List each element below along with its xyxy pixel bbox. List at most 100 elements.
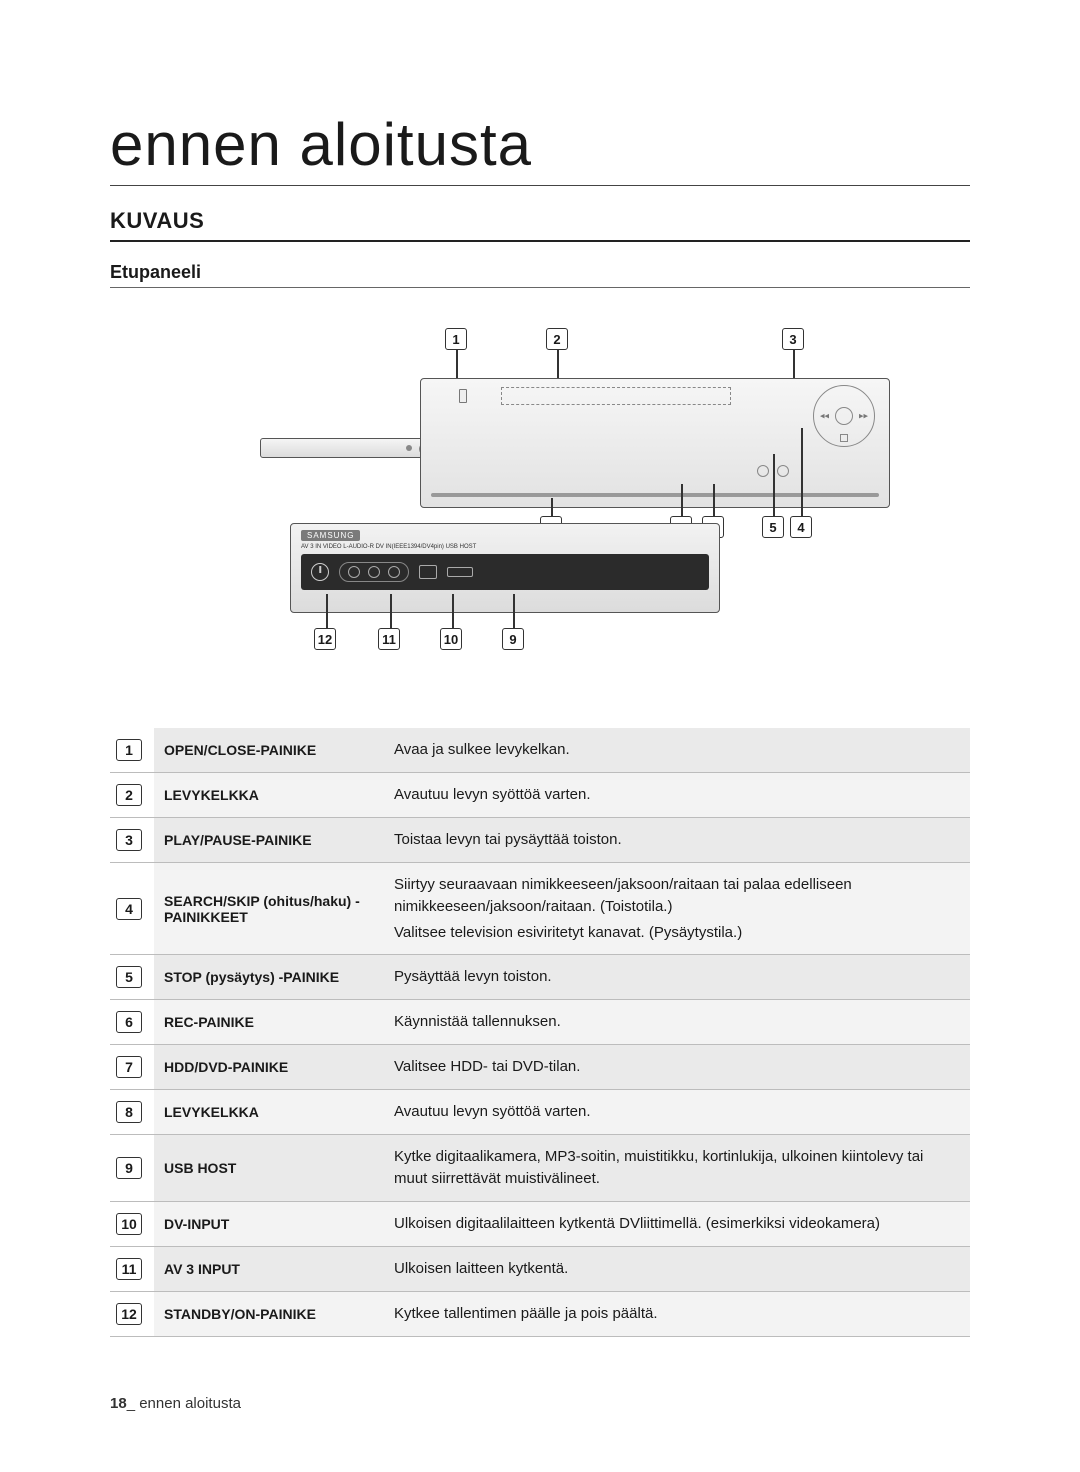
num-box: 11 (116, 1258, 142, 1280)
num-box: 12 (116, 1303, 142, 1325)
table-row: 10 DV-INPUTUlkoisen digitaalilaitteen kyt… (110, 1201, 970, 1246)
section-rule (110, 240, 970, 242)
small-button-icon (757, 465, 769, 477)
usb-port-icon (447, 567, 473, 577)
audio-r-jack-icon (388, 566, 400, 578)
row-desc-cell: Avautuu levyn syöttöä varten. (384, 1090, 970, 1135)
row-desc-cell: Kytkee tallentimen päälle ja pois päältä… (384, 1291, 970, 1336)
table-row: 6 REC-PAINIKEKäynnistää tallennuksen. (110, 1000, 970, 1045)
row-name-cell: PLAY/PAUSE-PAINIKE (154, 818, 384, 863)
row-desc-cell: Avaa ja sulkee levykelkan. (384, 728, 970, 773)
row-name-cell: DV-INPUT (154, 1201, 384, 1246)
num-box: 9 (116, 1157, 142, 1179)
section-title: KUVAUS (110, 208, 970, 234)
table-row: 5 STOP (pysäytys) -PAINIKEPysäyttää levyn… (110, 955, 970, 1000)
row-desc-cell: Avautuu levyn syöttöä varten. (384, 773, 970, 818)
page-title: ennen aloitusta (110, 110, 970, 186)
callout-line (801, 428, 803, 516)
table-row: 11AV 3 INPUTUlkoisen laitteen kytkentä. (110, 1246, 970, 1291)
power-icon (311, 563, 329, 581)
display-icon (501, 387, 731, 405)
video-jack-icon (348, 566, 360, 578)
callout-3: 3 (782, 328, 804, 350)
num-box: 8 (116, 1101, 142, 1123)
callout-line (326, 594, 328, 628)
skip-back-icon: ◂◂ (820, 411, 829, 422)
num-box: 10 (116, 1213, 142, 1235)
table-row: 7HDD/DVD-PAINIKEValitsee HDD- tai DVD-ti… (110, 1045, 970, 1090)
num-box: 6 (116, 1011, 142, 1033)
row-number-cell: 2 (110, 773, 154, 818)
stop-icon (840, 434, 848, 442)
num-box: 1 (116, 739, 142, 761)
callout-line (390, 594, 392, 628)
callout-line (551, 498, 553, 516)
audio-l-jack-icon (368, 566, 380, 578)
callout-line (713, 484, 715, 516)
row-desc-cell: Valitsee HDD- tai DVD-tilan. (384, 1045, 970, 1090)
num-box: 5 (116, 966, 142, 988)
row-desc-cell: Siirtyy seuraavaan nimikkeeseen/jaksoon/… (384, 863, 970, 955)
callout-4: 4 (790, 516, 812, 538)
row-name-cell: STANDBY/ON-PAINIKE (154, 1291, 384, 1336)
callout-10: 10 (440, 628, 462, 650)
row-name-cell: LEVYKELKKA (154, 773, 384, 818)
transport-wheel-icon: ◂◂ ▸▸ (813, 385, 875, 447)
table-row: 2 LEVYKELKKAAvautuu levyn syöttöä varten. (110, 773, 970, 818)
num-box: 2 (116, 784, 142, 806)
row-number-cell: 6 (110, 1000, 154, 1045)
skip-fwd-icon: ▸▸ (859, 411, 868, 422)
row-number-cell: 11 (110, 1246, 154, 1291)
brand-label: SAMSUNG (301, 530, 360, 541)
row-number-cell: 12 (110, 1291, 154, 1336)
manual-page: ennen aloitusta KUVAUS Etupaneeli 1 2 3 … (0, 0, 1080, 1472)
row-number-cell: 7 (110, 1045, 154, 1090)
disc-slot-icon (431, 493, 879, 497)
table-row: 1 OPEN/CLOSE-PAINIKEAvaa ja sulkee levyke… (110, 728, 970, 773)
row-number-cell: 4 (110, 863, 154, 955)
table-row: 4SEARCH/SKIP (ohitus/haku) -PAINIKKEETSi… (110, 863, 970, 955)
tray-icon (459, 389, 467, 403)
row-number-cell: 10 (110, 1201, 154, 1246)
table-row: 8 LEVYKELKKAAvautuu levyn syöttöä varten. (110, 1090, 970, 1135)
num-box: 7 (116, 1056, 142, 1078)
callout-1: 1 (445, 328, 467, 350)
callout-line (513, 594, 515, 628)
footer-label: ennen aloitusta (139, 1395, 241, 1412)
row-number-cell: 9 (110, 1135, 154, 1202)
row-number-cell: 3 (110, 818, 154, 863)
table-row: 9USB HOSTKytke digitaalikamera, MP3-soit… (110, 1135, 970, 1202)
page-number: 18 (110, 1395, 127, 1412)
num-box: 3 (116, 829, 142, 851)
callout-5: 5 (762, 516, 784, 538)
row-desc-cell: Ulkoisen laitteen kytkentä. (384, 1246, 970, 1291)
callout-12: 12 (314, 628, 336, 650)
front-panel-diagram: 1 2 3 ◂◂ ▸▸ 8 7 6 5 (190, 328, 890, 688)
row-desc-cell: Kytke digitaalikamera, MP3-soitin, muist… (384, 1135, 970, 1202)
front-panel-table: 1 OPEN/CLOSE-PAINIKEAvaa ja sulkee levyke… (110, 728, 970, 1337)
row-desc-cell: Käynnistää tallennuksen. (384, 1000, 970, 1045)
table-row: 3 PLAY/PAUSE-PAINIKEToistaa levyn tai pys… (110, 818, 970, 863)
row-desc-cell: Pysäyttää levyn toiston. (384, 955, 970, 1000)
row-name-cell: OPEN/CLOSE-PAINIKE (154, 728, 384, 773)
av3-jacks (339, 562, 409, 582)
row-number-cell: 8 (110, 1090, 154, 1135)
num-box: 4 (116, 898, 142, 920)
dv-port-icon (419, 565, 437, 579)
callout-line (681, 484, 683, 516)
row-desc-cell: Ulkoisen digitaalilaitteen kytkentä DVli… (384, 1201, 970, 1246)
subsection-title: Etupaneeli (110, 262, 970, 283)
page-footer: 18_ ennen aloitusta (110, 1395, 241, 1412)
callout-line (773, 454, 775, 516)
row-name-cell: REC-PAINIKE (154, 1000, 384, 1045)
row-name-cell: LEVYKELKKA (154, 1090, 384, 1135)
play-pause-icon (835, 407, 853, 425)
small-button-icon (777, 465, 789, 477)
av-strip (301, 554, 709, 590)
row-desc-sub: Valitsee television esiviritetyt kanavat… (394, 922, 960, 944)
callout-2: 2 (546, 328, 568, 350)
row-name-cell: STOP (pysäytys) -PAINIKE (154, 955, 384, 1000)
row-desc-cell: Toistaa levyn tai pysäyttää toiston. (384, 818, 970, 863)
subsection-rule (110, 287, 970, 288)
callout-line (452, 594, 454, 628)
